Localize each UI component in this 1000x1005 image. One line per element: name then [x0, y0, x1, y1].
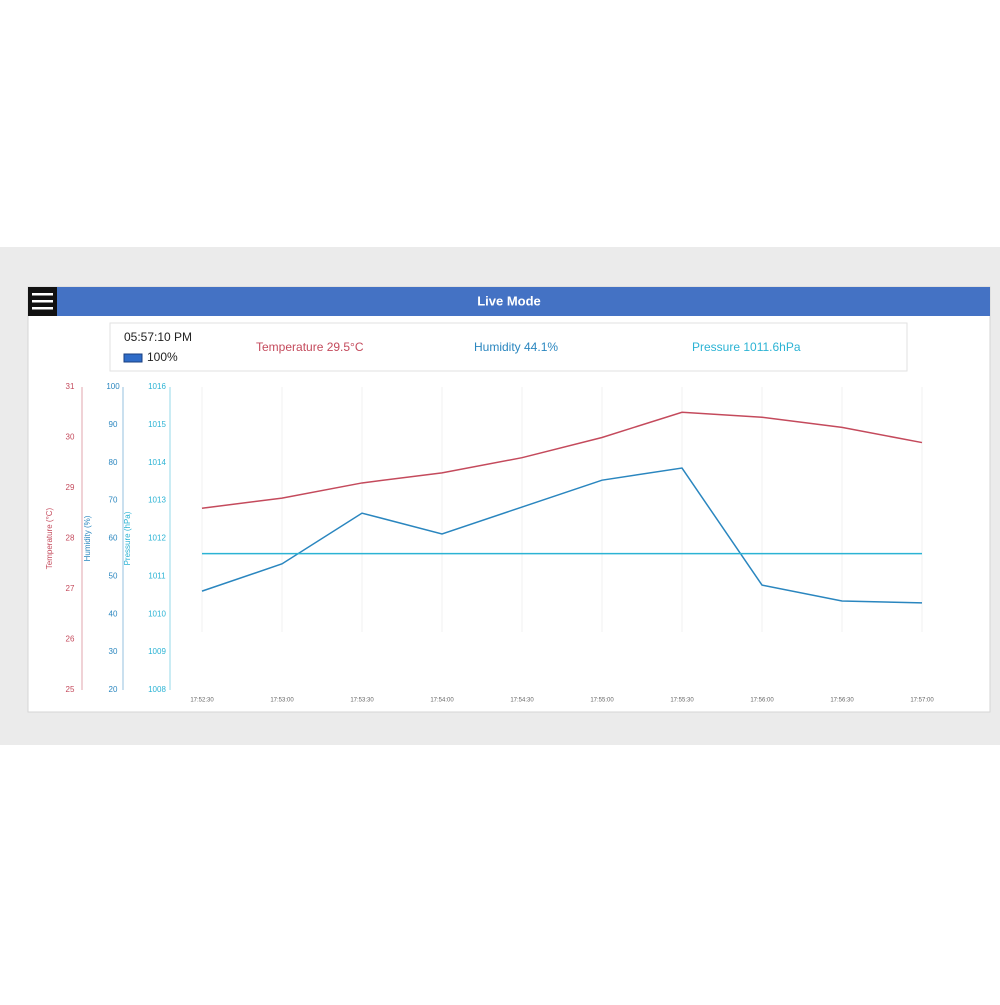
x-tick-label: 17:57:00	[910, 698, 934, 704]
x-tick-label: 17:52:30	[190, 698, 214, 704]
y-axis-title: Pressure (hPa)	[123, 511, 132, 565]
y-tick-label: 50	[109, 571, 118, 580]
clock: 05:57:10 PM	[124, 330, 192, 344]
data-line	[201, 411, 923, 509]
menu-line	[32, 307, 53, 310]
title-bar	[28, 287, 990, 316]
x-tick-label: 17:56:00	[750, 698, 774, 704]
y-tick-label: 1015	[148, 420, 166, 429]
data-line	[201, 467, 923, 604]
menu-line	[32, 300, 53, 303]
chart-area	[35, 375, 982, 710]
y-tick-label: 40	[109, 609, 118, 618]
x-tick-label: 17:53:00	[270, 698, 294, 704]
status-box	[109, 322, 908, 372]
y-tick-label: 31	[66, 382, 75, 391]
page-title: Live Mode	[477, 293, 541, 308]
y-axis-title: Humidity (%)	[83, 515, 92, 561]
y-tick-label: 80	[109, 458, 118, 467]
humidity-reading: Humidity 44.1%	[474, 340, 558, 354]
x-tick-label: 17:55:30	[670, 698, 694, 704]
y-tick-label: 1012	[148, 534, 166, 543]
y-tick-label: 60	[109, 534, 118, 543]
menu-button[interactable]	[28, 287, 57, 316]
y-tick-label: 1009	[148, 647, 166, 656]
y-tick-label: 26	[66, 635, 75, 644]
pressure-reading: Pressure 1011.6hPa	[692, 340, 801, 354]
temperature-reading: Temperature 29.5°C	[256, 340, 364, 354]
y-tick-label: 1011	[148, 571, 166, 580]
menu-line	[32, 293, 53, 296]
y-tick-label: 30	[66, 433, 75, 442]
x-tick-label: 17:54:00	[430, 698, 454, 704]
x-tick-label: 17:54:30	[510, 698, 534, 704]
y-tick-label: 1010	[148, 609, 166, 618]
y-tick-label: 27	[66, 584, 75, 593]
battery-level: 100%	[147, 350, 178, 364]
y-tick-label: 100	[106, 382, 120, 391]
y-tick-label: 30	[109, 647, 118, 656]
y-tick-label: 29	[66, 483, 75, 492]
y-tick-label: 1014	[148, 458, 166, 467]
y-tick-label: 70	[109, 496, 118, 505]
x-tick-label: 17:53:30	[350, 698, 374, 704]
y-tick-label: 1016	[148, 382, 166, 391]
battery-icon	[123, 353, 143, 363]
y-tick-label: 28	[66, 534, 75, 543]
y-tick-label: 90	[109, 420, 118, 429]
y-tick-label: 20	[109, 685, 118, 694]
y-axis-title: Temperature (°C)	[45, 507, 54, 569]
x-tick-label: 17:55:00	[590, 698, 614, 704]
x-tick-label: 17:56:30	[830, 698, 854, 704]
y-tick-label: 1013	[148, 496, 166, 505]
y-tick-label: 1008	[148, 685, 166, 694]
y-tick-label: 25	[66, 685, 75, 694]
